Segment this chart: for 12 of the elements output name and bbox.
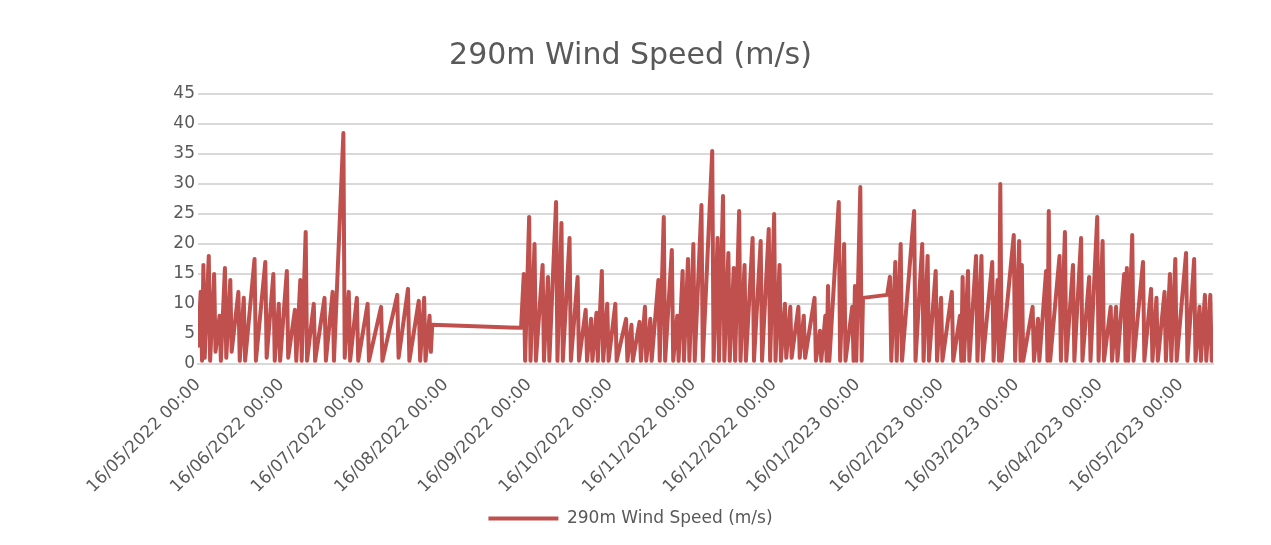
y-tick-label: 40 [173, 112, 195, 133]
y-tick-label: 45 [173, 82, 195, 103]
y-tick-label: 0 [184, 352, 195, 373]
chart-title: 290m Wind Speed (m/s) [449, 35, 812, 71]
y-tick-label: 20 [173, 232, 195, 253]
y-tick-label: 10 [173, 292, 195, 313]
legend-label: 290m Wind Speed (m/s) [566, 506, 773, 527]
y-tick-label: 15 [173, 262, 195, 283]
y-tick-label: 5 [184, 322, 195, 343]
y-tick-label: 30 [173, 172, 195, 193]
y-tick-label: 35 [173, 142, 195, 163]
y-tick-label: 25 [173, 202, 195, 223]
